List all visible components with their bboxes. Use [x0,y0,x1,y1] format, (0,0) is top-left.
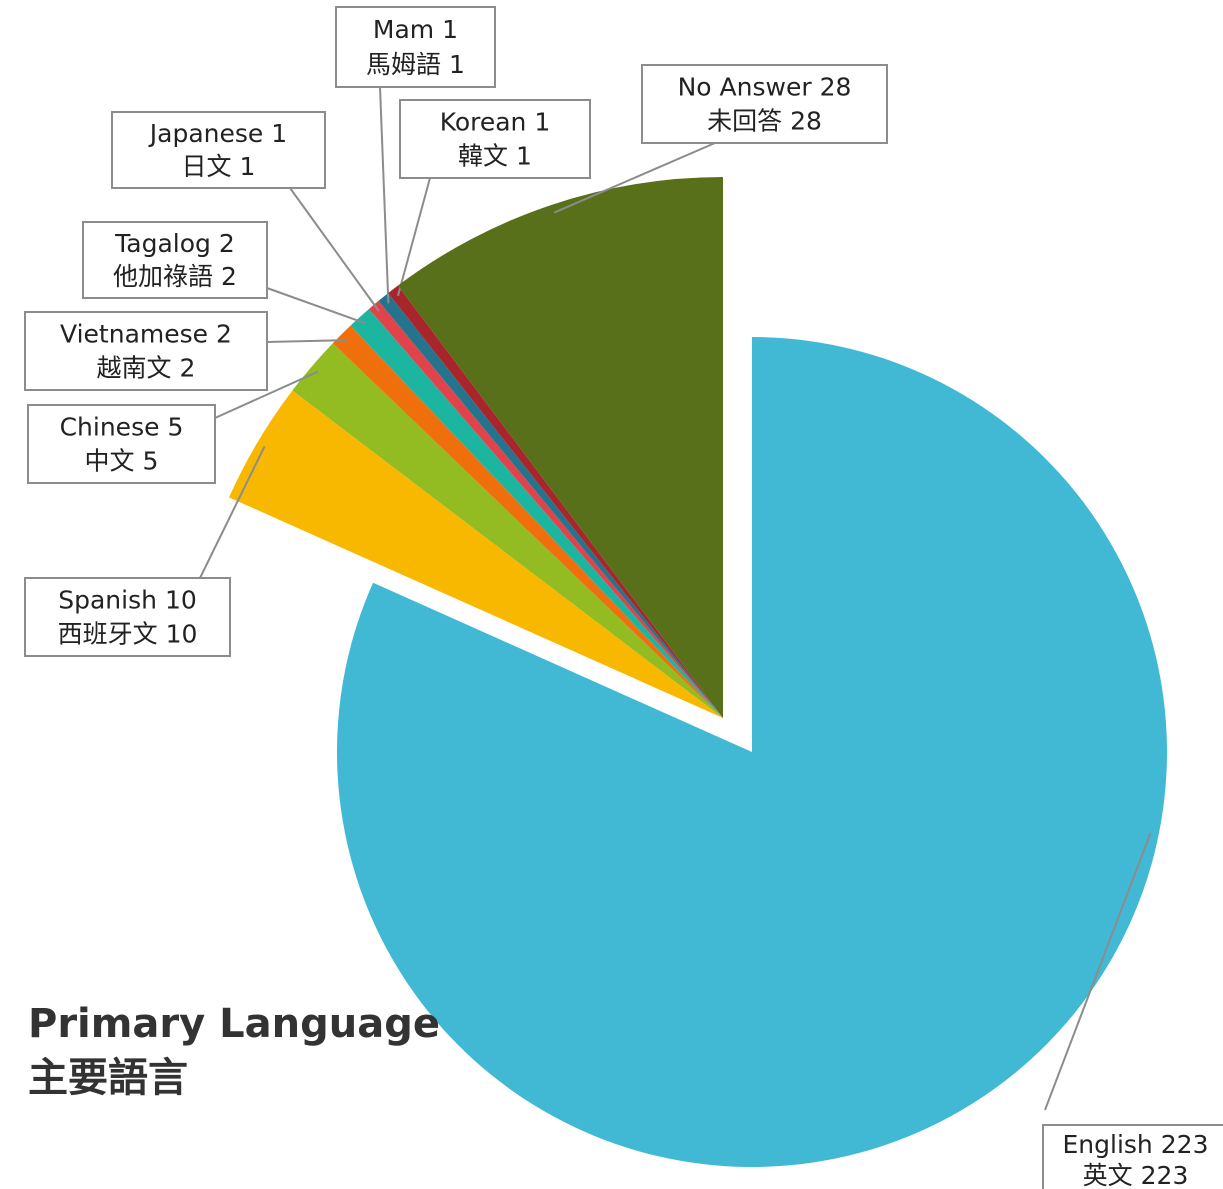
label-box [641,64,888,144]
pie-slice [350,308,723,718]
label-value: 223 [1141,1161,1189,1189]
label-value: 1 [442,15,458,44]
pie-slice [368,300,723,718]
label-value: 2 [216,319,232,348]
data-label: Tagalog 2 [114,229,235,258]
label-name-zh: 他加祿語 [113,262,213,291]
data-label: 越南文 2 [97,354,196,383]
label-value: 1 [534,107,550,136]
label-box [82,221,268,299]
callout-line [553,142,716,214]
callout-line [1044,832,1152,1111]
label-name-zh: 馬姆語 [366,50,441,79]
data-label: Vietnamese 2 [60,319,232,348]
data-label: Mam 1 [373,15,458,44]
label-value: 2 [221,262,237,291]
label-name: Spanish [58,585,157,614]
pie-slice [397,177,723,718]
pie-slice [388,285,723,718]
label-name-zh: 韓文 [458,142,508,171]
label-value: 1 [516,142,532,171]
label-box [1042,1124,1223,1189]
pie-slice [292,343,723,718]
data-label: 西班牙文 10 [58,620,198,649]
label-name-zh: 越南文 [97,354,172,383]
chart-subtitle: 主要語言 [28,1055,188,1101]
label-name: Tagalog [114,229,211,258]
label-box [27,404,216,484]
pie-slice [332,325,723,718]
data-label: Spanish 10 [58,585,197,614]
label-name: English [1063,1130,1153,1159]
data-label: Japanese 1 [148,119,287,148]
label-value: 223 [1161,1130,1209,1159]
data-label: 馬姆語 1 [366,50,465,79]
data-label: 未回答 28 [707,107,822,136]
data-label: 他加祿語 2 [113,262,237,291]
pie-slice [336,337,1167,1167]
label-value: 1 [271,119,287,148]
data-label: English 223 [1063,1130,1209,1159]
label-name: Mam [373,15,434,44]
data-label: Korean 1 [440,107,551,136]
label-name-zh: 英文 [1083,1161,1133,1189]
callout-line [199,445,266,579]
label-value: 1 [449,50,465,79]
label-value: 10 [166,620,198,649]
data-label: 中文 5 [85,447,159,476]
callout-line [289,187,380,312]
chart-title: Primary Language [28,1001,440,1047]
callout-line [397,177,431,296]
callout-line [214,370,319,419]
label-name-zh: 日文 [182,152,232,181]
label-value: 5 [143,447,159,476]
label-name-zh: 西班牙文 [58,620,158,649]
label-value: 5 [167,412,183,441]
label-value: 28 [790,107,822,136]
data-label: 英文 223 [1083,1161,1189,1189]
label-box [111,111,326,189]
label-box [399,99,591,179]
pie-slice [229,390,723,718]
label-value: 10 [165,585,197,614]
data-label: Chinese 5 [60,412,184,441]
label-box [24,311,268,391]
label-value: 1 [240,152,256,181]
label-name: Korean [440,107,527,136]
pie-slice [378,293,723,718]
label-box [24,577,231,657]
label-value: 2 [219,229,235,258]
label-name-zh: 中文 [85,447,135,476]
label-name: Japanese [148,119,264,148]
label-name: Vietnamese [60,319,208,348]
callout-line [266,287,366,325]
data-label: 日文 1 [182,152,256,181]
label-value: 2 [180,354,196,383]
label-value: 28 [820,72,852,101]
label-name: No Answer [678,72,813,101]
callout-line [266,339,348,343]
label-name-zh: 未回答 [707,107,782,136]
data-label: 韓文 1 [458,142,532,171]
label-name: Chinese [60,412,160,441]
label-box [335,6,496,88]
callout-line [379,86,390,304]
data-label: No Answer 28 [678,72,852,101]
